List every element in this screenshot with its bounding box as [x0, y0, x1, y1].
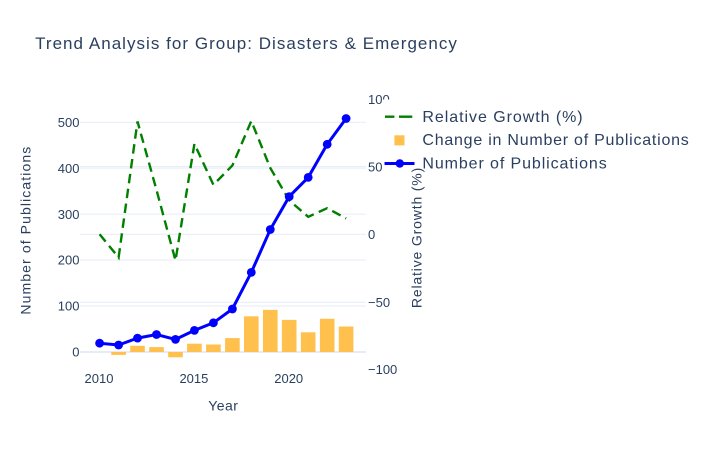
svg-text:Relative Growth (%): Relative Growth (%) — [422, 109, 583, 126]
svg-text:−100: −100 — [368, 362, 397, 377]
svg-text:0: 0 — [368, 227, 375, 242]
svg-text:300: 300 — [58, 207, 80, 222]
svg-text:Change in Number of Publicatio: Change in Number of Publications — [422, 132, 689, 149]
svg-text:−50: −50 — [368, 295, 390, 310]
svg-text:Relative Growth (%): Relative Growth (%) — [408, 167, 424, 308]
svg-text:2015: 2015 — [179, 371, 208, 386]
svg-text:2010: 2010 — [85, 371, 114, 386]
svg-text:Year: Year — [208, 398, 238, 414]
svg-text:0: 0 — [72, 345, 79, 360]
svg-text:2020: 2020 — [274, 371, 303, 386]
svg-text:Number of Publications: Number of Publications — [18, 146, 34, 315]
svg-text:50: 50 — [368, 159, 382, 174]
svg-text:100: 100 — [58, 299, 80, 314]
svg-text:400: 400 — [58, 161, 80, 176]
svg-text:Number of Publications: Number of Publications — [422, 155, 607, 172]
svg-text:500: 500 — [58, 115, 80, 130]
svg-text:Trend Analysis for Group: Disa: Trend Analysis for Group: Disasters & Em… — [35, 34, 458, 53]
svg-text:200: 200 — [58, 253, 80, 268]
